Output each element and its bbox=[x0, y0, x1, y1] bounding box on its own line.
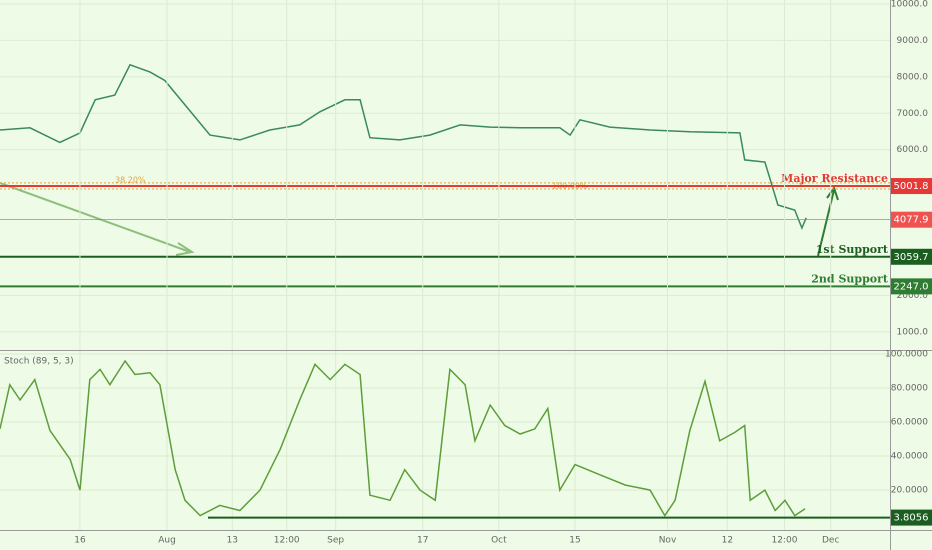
price-box-label: 4077.9 bbox=[894, 215, 929, 226]
price-box bbox=[891, 211, 932, 228]
arrows bbox=[0, 182, 839, 257]
bounce-arrow bbox=[817, 189, 835, 257]
y-tick-label: 8000.0 bbox=[897, 72, 929, 82]
x-tick-label: Oct bbox=[491, 536, 507, 546]
series-line bbox=[0, 63, 807, 230]
y-tick-label: 100.0000 bbox=[885, 350, 928, 360]
price-box-label: 2247.0 bbox=[894, 281, 929, 292]
price-box bbox=[891, 248, 932, 265]
y-tick-label: 7000.0 bbox=[897, 109, 929, 119]
projection-arrow bbox=[0, 182, 191, 253]
x-tick-label: 12:00 bbox=[274, 536, 300, 546]
y-tick-label: 10000.0 bbox=[891, 0, 928, 10]
level-label: 2nd Support bbox=[811, 272, 889, 285]
price-box bbox=[891, 178, 932, 195]
y-tick-label: 2000.0 bbox=[897, 291, 929, 301]
arrow-head bbox=[826, 185, 839, 201]
price-box-label: 5001.8 bbox=[894, 181, 929, 192]
level-label: Major Resistance bbox=[781, 172, 888, 185]
y-tick-label: 60.0000 bbox=[891, 418, 928, 428]
x-tick-label: Sep bbox=[327, 536, 344, 546]
series-line bbox=[0, 359, 806, 518]
x-tick-label: 12 bbox=[722, 536, 733, 546]
x-tick-label: 13 bbox=[227, 536, 238, 546]
y-tick-label: 1000.0 bbox=[897, 327, 929, 337]
x-tick-label: Aug bbox=[158, 536, 176, 546]
x-tick-label: 17 bbox=[417, 536, 428, 546]
indicator-title: Stoch (89, 5, 3) bbox=[4, 357, 74, 367]
arrow-head bbox=[175, 242, 195, 256]
y-tick-label: 6000.0 bbox=[897, 145, 929, 155]
x-tick-label: Dec bbox=[822, 536, 839, 546]
price-box-label: 3059.7 bbox=[894, 252, 929, 263]
x-tick-label: 12:00 bbox=[771, 536, 797, 546]
x-tick-label: Nov bbox=[659, 536, 677, 546]
level-label: 1st Support bbox=[816, 243, 889, 256]
y-tick-label: 9000.0 bbox=[897, 36, 929, 46]
x-tick-label: 15 bbox=[569, 536, 580, 546]
y-tick-label: 40.0000 bbox=[891, 452, 928, 462]
fib-label: 38.20% bbox=[115, 175, 146, 184]
price-box bbox=[891, 509, 932, 526]
price-box-label: 3.8056 bbox=[894, 513, 929, 524]
y-tick-label: 20.0000 bbox=[891, 486, 928, 496]
x-tick-label: 16 bbox=[74, 536, 86, 546]
y-tick-label: 80.0000 bbox=[891, 384, 928, 394]
price-box bbox=[891, 278, 932, 295]
